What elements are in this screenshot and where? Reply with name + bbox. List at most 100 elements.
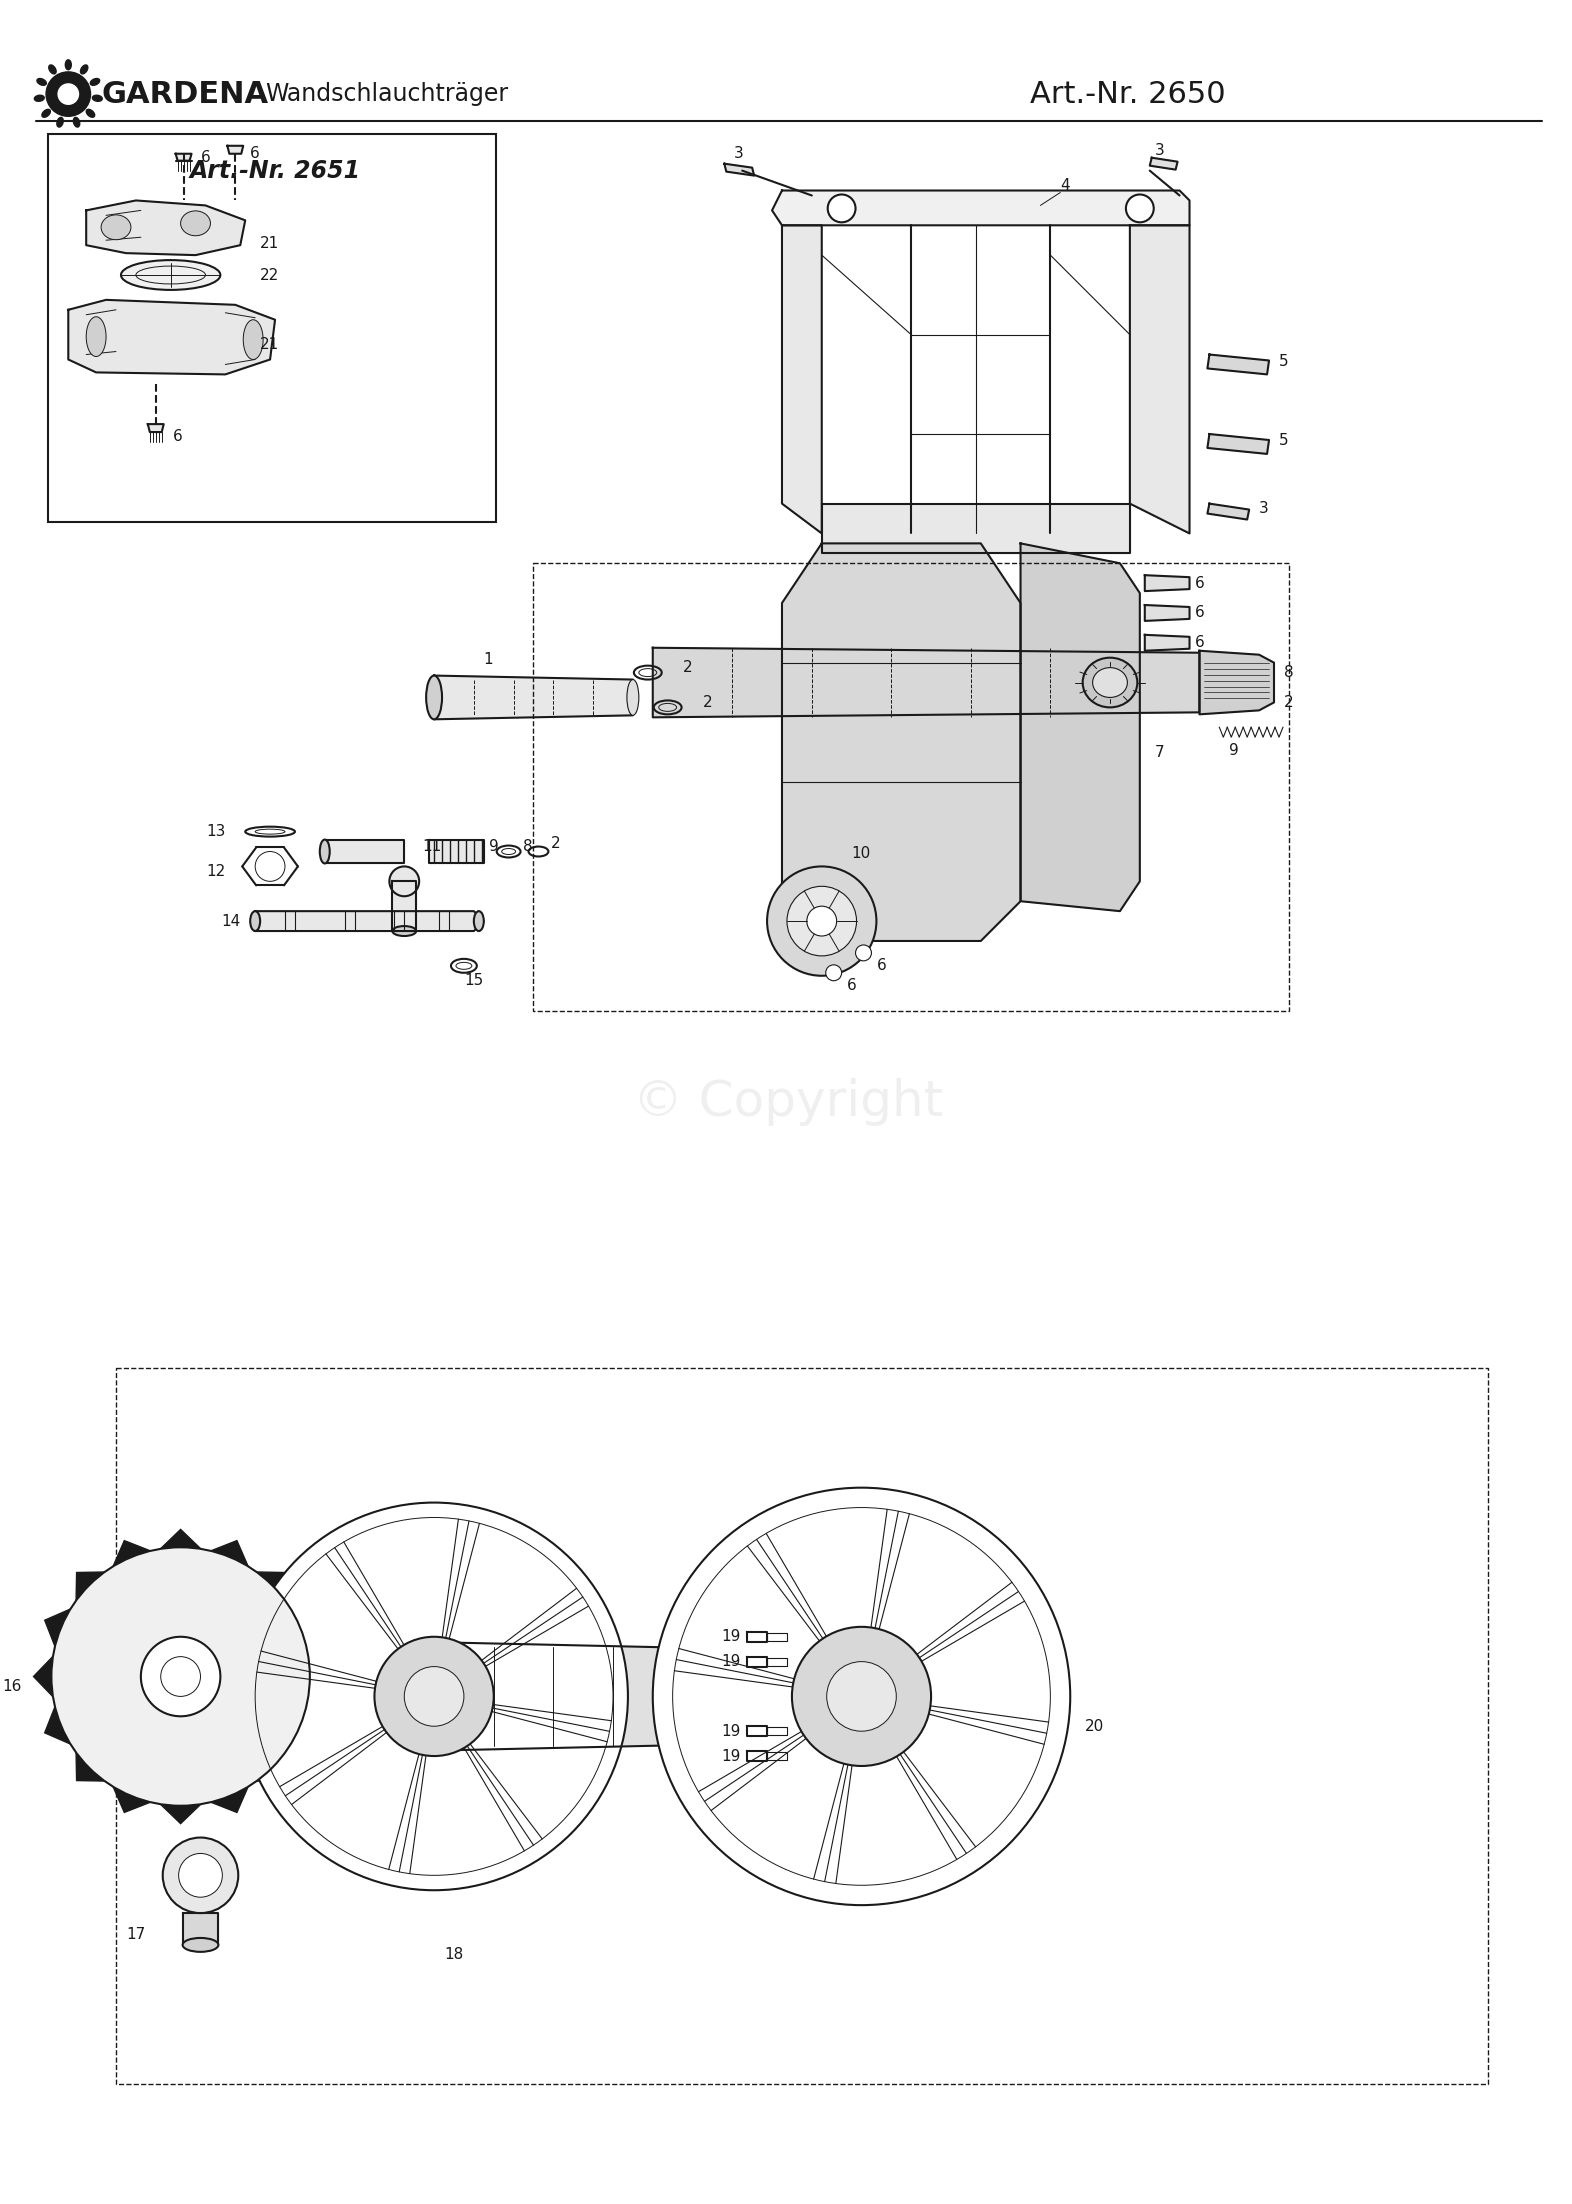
Polygon shape bbox=[228, 145, 244, 154]
Text: 5: 5 bbox=[1280, 434, 1289, 447]
Polygon shape bbox=[86, 201, 245, 256]
Polygon shape bbox=[1144, 575, 1190, 591]
Circle shape bbox=[652, 1488, 1071, 1904]
Text: 9: 9 bbox=[489, 840, 498, 853]
Polygon shape bbox=[255, 910, 484, 930]
Text: 3: 3 bbox=[734, 145, 744, 161]
Polygon shape bbox=[160, 1805, 201, 1823]
Ellipse shape bbox=[250, 910, 259, 930]
Circle shape bbox=[788, 886, 857, 957]
Text: 9: 9 bbox=[1229, 743, 1239, 758]
Polygon shape bbox=[747, 1631, 767, 1642]
Text: Art.-Nr. 2651: Art.-Nr. 2651 bbox=[190, 159, 360, 183]
Text: 6: 6 bbox=[173, 428, 182, 443]
Ellipse shape bbox=[36, 79, 46, 86]
Circle shape bbox=[47, 73, 90, 117]
Polygon shape bbox=[160, 1530, 201, 1549]
Text: © Copyright: © Copyright bbox=[634, 1078, 943, 1126]
Text: 6: 6 bbox=[847, 979, 857, 994]
Text: 21: 21 bbox=[259, 337, 280, 353]
Polygon shape bbox=[781, 225, 822, 533]
Polygon shape bbox=[747, 1657, 767, 1666]
Ellipse shape bbox=[35, 95, 44, 101]
Circle shape bbox=[855, 946, 871, 961]
Text: GARDENA: GARDENA bbox=[101, 79, 269, 108]
Circle shape bbox=[404, 1666, 464, 1726]
Polygon shape bbox=[413, 1642, 772, 1750]
Text: 15: 15 bbox=[464, 974, 484, 987]
Ellipse shape bbox=[42, 110, 50, 117]
Polygon shape bbox=[429, 840, 484, 864]
Text: 18: 18 bbox=[445, 1948, 464, 1962]
Text: 19: 19 bbox=[722, 1655, 740, 1668]
Polygon shape bbox=[652, 648, 1199, 716]
Polygon shape bbox=[1020, 544, 1140, 910]
Text: 22: 22 bbox=[259, 267, 280, 282]
Polygon shape bbox=[1207, 505, 1250, 520]
Ellipse shape bbox=[121, 260, 220, 291]
Polygon shape bbox=[211, 1541, 248, 1567]
Ellipse shape bbox=[49, 64, 57, 75]
Text: 6: 6 bbox=[201, 150, 211, 165]
Text: 10: 10 bbox=[852, 846, 871, 862]
Polygon shape bbox=[1130, 225, 1190, 533]
Polygon shape bbox=[1207, 355, 1269, 375]
Circle shape bbox=[825, 965, 841, 981]
Polygon shape bbox=[822, 505, 1130, 553]
Ellipse shape bbox=[93, 95, 102, 101]
Text: Wandschlauchträger: Wandschlauchträger bbox=[266, 82, 508, 106]
Ellipse shape bbox=[393, 926, 417, 937]
Polygon shape bbox=[256, 1571, 285, 1600]
Polygon shape bbox=[772, 190, 1190, 225]
Circle shape bbox=[179, 1854, 222, 1898]
Ellipse shape bbox=[80, 64, 88, 75]
Polygon shape bbox=[1149, 159, 1177, 170]
Text: 19: 19 bbox=[722, 1724, 740, 1739]
Ellipse shape bbox=[66, 60, 71, 71]
Bar bbox=[116, 1369, 1487, 2085]
Circle shape bbox=[1126, 194, 1154, 223]
Ellipse shape bbox=[86, 110, 94, 117]
Text: 11: 11 bbox=[423, 840, 442, 853]
Circle shape bbox=[52, 1547, 310, 1805]
Polygon shape bbox=[75, 1571, 105, 1600]
Polygon shape bbox=[393, 882, 417, 930]
Text: 8: 8 bbox=[522, 840, 533, 853]
Ellipse shape bbox=[57, 117, 63, 128]
Ellipse shape bbox=[319, 840, 330, 864]
Ellipse shape bbox=[627, 679, 638, 716]
Circle shape bbox=[374, 1638, 494, 1757]
Text: Art.-Nr. 2650: Art.-Nr. 2650 bbox=[1031, 79, 1226, 108]
Polygon shape bbox=[747, 1726, 767, 1737]
Text: 6: 6 bbox=[1195, 575, 1204, 591]
Ellipse shape bbox=[181, 212, 211, 236]
Circle shape bbox=[792, 1627, 931, 1765]
Polygon shape bbox=[148, 423, 163, 432]
Polygon shape bbox=[1144, 635, 1190, 650]
Ellipse shape bbox=[86, 317, 105, 357]
Circle shape bbox=[827, 1662, 896, 1730]
Ellipse shape bbox=[101, 214, 130, 240]
Text: 17: 17 bbox=[127, 1928, 146, 1942]
Text: 19: 19 bbox=[722, 1629, 740, 1644]
Text: 21: 21 bbox=[259, 236, 280, 251]
Text: 19: 19 bbox=[722, 1748, 740, 1763]
Text: 2: 2 bbox=[682, 661, 692, 674]
Text: 6: 6 bbox=[250, 145, 259, 161]
Ellipse shape bbox=[90, 79, 99, 86]
Ellipse shape bbox=[390, 866, 420, 897]
Polygon shape bbox=[182, 1913, 219, 1944]
Text: 2: 2 bbox=[1284, 694, 1294, 710]
Ellipse shape bbox=[74, 117, 80, 128]
Text: 2: 2 bbox=[703, 694, 712, 710]
Circle shape bbox=[163, 1838, 239, 1913]
Text: 8: 8 bbox=[1284, 666, 1294, 681]
Text: 13: 13 bbox=[206, 824, 225, 840]
Polygon shape bbox=[68, 300, 275, 375]
Text: 14: 14 bbox=[222, 915, 241, 928]
Ellipse shape bbox=[473, 910, 484, 930]
Polygon shape bbox=[1144, 606, 1190, 622]
Text: 1: 1 bbox=[484, 652, 494, 668]
Text: 4: 4 bbox=[1060, 179, 1071, 194]
Polygon shape bbox=[176, 154, 192, 161]
